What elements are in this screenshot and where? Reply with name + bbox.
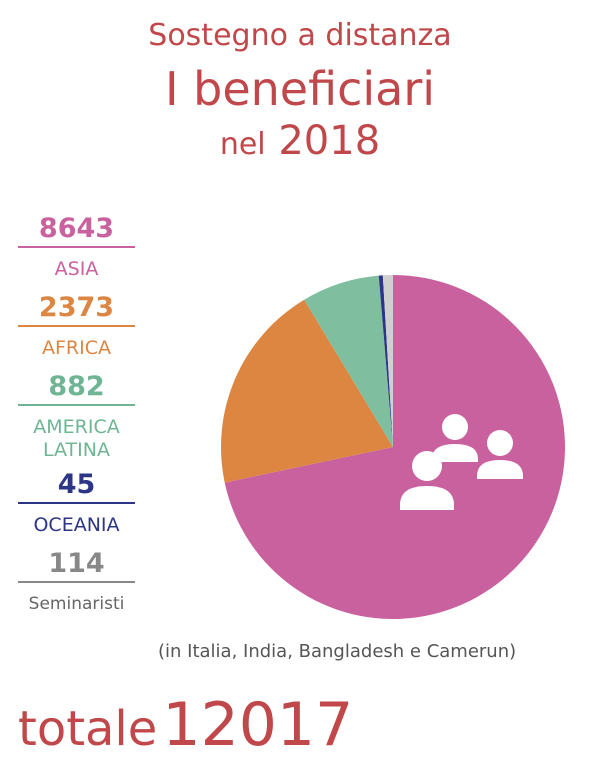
legend-label-america-latina-line-1: AMERICA — [33, 416, 120, 438]
legend-rule-america-latina — [18, 404, 135, 406]
title-year: 2018 — [278, 118, 381, 164]
legend-value-asia: 8643 — [38, 213, 115, 244]
person-icon-front — [400, 451, 454, 510]
legend-label-america-latina: AMERICA LATINA — [18, 406, 135, 468]
pie-slice-africa — [221, 299, 393, 483]
legend-rule-asia — [18, 246, 135, 248]
title-line-2: I beneficiari — [164, 62, 436, 116]
person-icon-back-right — [477, 430, 523, 479]
legend-value-america-latina: 882 — [48, 371, 105, 402]
legend: 8643 ASIA 2373 AFRICA 882 AMERICA LATINA… — [18, 212, 135, 626]
legend-rule-africa — [18, 325, 135, 327]
total-label: totale — [18, 701, 158, 757]
pie-slice-seminaristi — [382, 275, 393, 447]
people-group-icon — [400, 414, 523, 510]
pie-slices — [221, 275, 566, 619]
legend-label-america-latina-line-2: LATINA — [43, 439, 110, 461]
pie-slice-america-latina — [304, 275, 393, 447]
legend-value-oceania: 45 — [57, 469, 96, 500]
total: totale 12017 — [18, 690, 353, 760]
legend-rule-seminaristi — [18, 581, 135, 583]
legend-entry-america-latina: 882 AMERICA LATINA — [18, 370, 135, 468]
legend-label-seminaristi: Seminaristi — [28, 594, 125, 614]
legend-value-seminaristi: 114 — [48, 548, 105, 579]
legend-label-asia: ASIA — [54, 258, 99, 280]
legend-entry-africa: 2373 AFRICA — [18, 291, 135, 370]
legend-entry-oceania: 45 OCEANIA — [18, 468, 135, 547]
title-year-prefix: nel — [219, 127, 266, 162]
footnote: (in Italia, India, Bangladesh e Camerun) — [158, 641, 517, 662]
title-line-3: nel 2018 — [0, 118, 600, 164]
pie-slice-oceania — [378, 275, 393, 447]
pie-slice-asia — [224, 275, 566, 619]
person-icon-back-left — [432, 414, 478, 462]
legend-label-oceania: OCEANIA — [33, 514, 120, 536]
title-line-1: Sostegno a distanza — [148, 18, 452, 53]
legend-rule-oceania — [18, 502, 135, 504]
legend-entry-seminaristi: 114 Seminaristi — [18, 547, 135, 626]
legend-label-africa: AFRICA — [42, 337, 111, 359]
total-value: 12017 — [162, 690, 354, 760]
legend-entry-asia: 8643 ASIA — [18, 212, 135, 291]
legend-value-africa: 2373 — [38, 292, 115, 323]
